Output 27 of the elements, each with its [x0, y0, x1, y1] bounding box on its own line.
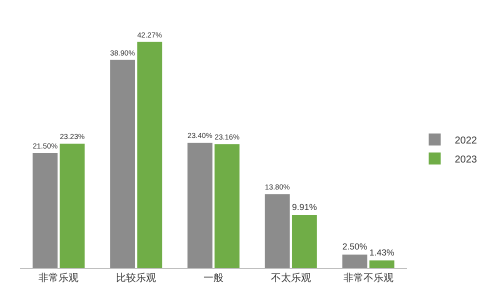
data-label: 23.23% — [60, 132, 86, 142]
x-tick-label: 不太乐观 — [270, 272, 311, 284]
bar — [32, 153, 58, 268]
data-label: 23.16% — [214, 132, 240, 142]
bar — [60, 144, 85, 268]
data-label: 21.50% — [32, 141, 58, 150]
x-tick-label: 非常乐观 — [38, 272, 79, 284]
legend-label: 2022 — [454, 135, 478, 146]
legend-label: 2023 — [454, 154, 478, 166]
x-tick-label: 一般 — [204, 273, 224, 284]
x-tick-label: 非常不乐观 — [343, 272, 394, 284]
data-label: 2.50% — [342, 242, 368, 252]
bar — [187, 142, 212, 268]
bar — [137, 42, 162, 268]
data-label: 38.90% — [110, 48, 136, 58]
data-label: 42.27% — [137, 30, 163, 40]
bar — [214, 144, 240, 268]
bar — [264, 194, 290, 268]
data-label: 23.40% — [188, 131, 213, 140]
bar — [369, 260, 394, 268]
bar — [110, 60, 136, 268]
bar — [342, 254, 368, 268]
x-tick-label: 比较乐观 — [116, 272, 156, 284]
data-label: 13.80% — [264, 182, 290, 192]
bar — [292, 214, 317, 268]
data-label: 9.91% — [292, 202, 318, 212]
data-label: 1.43% — [369, 247, 394, 258]
